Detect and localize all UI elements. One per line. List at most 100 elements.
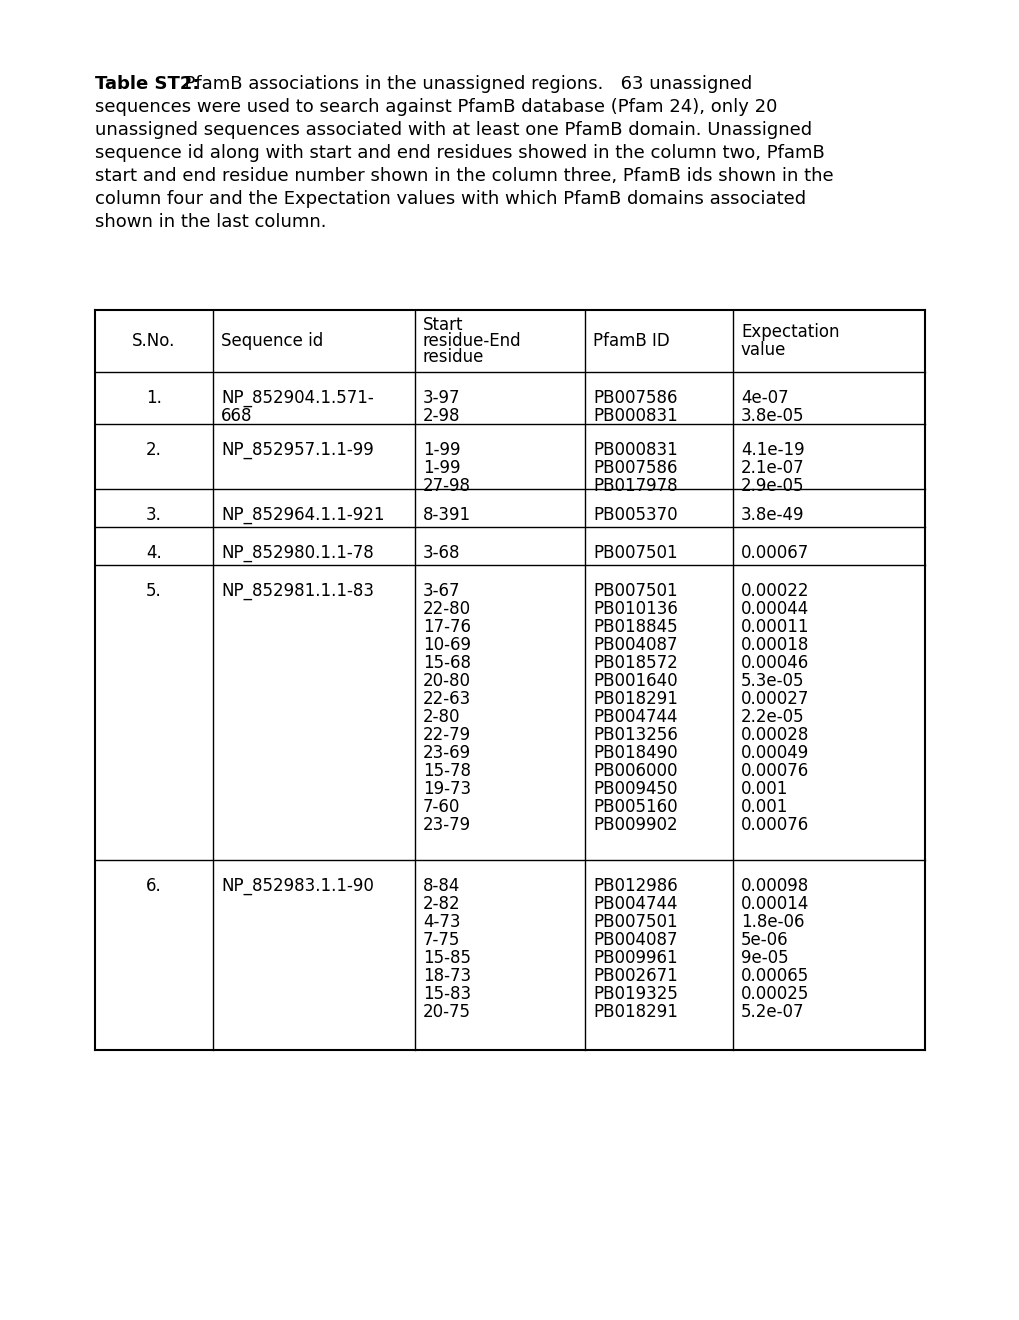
Text: 15-85: 15-85 xyxy=(423,949,471,968)
Text: 4.: 4. xyxy=(146,544,162,562)
Text: Table ST2:: Table ST2: xyxy=(95,75,200,92)
Text: 0.00022: 0.00022 xyxy=(740,582,809,601)
Text: 10-69: 10-69 xyxy=(423,636,471,653)
Text: PB017978: PB017978 xyxy=(592,477,677,495)
Text: PB002671: PB002671 xyxy=(592,968,677,985)
Text: 5.3e-05: 5.3e-05 xyxy=(740,672,804,690)
Text: PB018291: PB018291 xyxy=(592,690,678,708)
Text: PB007501: PB007501 xyxy=(592,582,677,601)
Text: value: value xyxy=(740,341,786,359)
Text: PB018845: PB018845 xyxy=(592,618,677,636)
Text: PB009450: PB009450 xyxy=(592,780,677,799)
Text: 2-80: 2-80 xyxy=(423,708,460,726)
Text: shown in the last column.: shown in the last column. xyxy=(95,213,326,231)
Text: start and end residue number shown in the column three, PfamB ids shown in the: start and end residue number shown in th… xyxy=(95,168,833,185)
Text: 8-391: 8-391 xyxy=(423,506,471,524)
Text: 0.00025: 0.00025 xyxy=(740,985,809,1003)
Text: NP_852981.1.1-83: NP_852981.1.1-83 xyxy=(221,582,374,601)
Text: PB004087: PB004087 xyxy=(592,931,677,949)
Text: 0.00098: 0.00098 xyxy=(740,876,808,895)
Text: 4-73: 4-73 xyxy=(423,913,460,931)
Text: 1.8e-06: 1.8e-06 xyxy=(740,913,804,931)
Text: 668: 668 xyxy=(221,407,253,425)
Text: 23-79: 23-79 xyxy=(423,816,471,834)
Text: NP_852964.1.1-921: NP_852964.1.1-921 xyxy=(221,506,384,524)
Text: 0.00076: 0.00076 xyxy=(740,762,808,780)
Text: S.No.: S.No. xyxy=(132,333,175,350)
Text: NP_852983.1.1-90: NP_852983.1.1-90 xyxy=(221,876,374,895)
Text: PB000831: PB000831 xyxy=(592,407,677,425)
Text: 20-75: 20-75 xyxy=(423,1003,471,1020)
Text: 6.: 6. xyxy=(146,876,162,895)
Text: 2.9e-05: 2.9e-05 xyxy=(740,477,804,495)
Text: PB018572: PB018572 xyxy=(592,653,677,672)
Text: 3-67: 3-67 xyxy=(423,582,460,601)
Text: unassigned sequences associated with at least one PfamB domain. Unassigned: unassigned sequences associated with at … xyxy=(95,121,811,139)
Text: PB006000: PB006000 xyxy=(592,762,677,780)
Text: 15-78: 15-78 xyxy=(423,762,471,780)
Text: PB010136: PB010136 xyxy=(592,601,678,618)
Text: 17-76: 17-76 xyxy=(423,618,471,636)
Text: PB005370: PB005370 xyxy=(592,506,677,524)
Text: PB009961: PB009961 xyxy=(592,949,677,968)
Text: 1.: 1. xyxy=(146,389,162,407)
Text: 7-60: 7-60 xyxy=(423,799,460,816)
Text: 1-99: 1-99 xyxy=(423,459,460,477)
Text: 3.8e-49: 3.8e-49 xyxy=(740,506,804,524)
Text: 0.001: 0.001 xyxy=(740,780,788,799)
Text: residue-End: residue-End xyxy=(423,333,521,350)
Text: 0.00046: 0.00046 xyxy=(740,653,808,672)
Text: 0.00027: 0.00027 xyxy=(740,690,809,708)
Text: 0.00028: 0.00028 xyxy=(740,726,809,744)
Text: PB004744: PB004744 xyxy=(592,895,677,913)
Text: 0.00067: 0.00067 xyxy=(740,544,808,562)
Text: 1-99: 1-99 xyxy=(423,441,460,459)
Text: PB007501: PB007501 xyxy=(592,913,677,931)
Text: 0.00065: 0.00065 xyxy=(740,968,808,985)
Text: 2-98: 2-98 xyxy=(423,407,460,425)
Text: 2.2e-05: 2.2e-05 xyxy=(740,708,804,726)
Text: 9e-05: 9e-05 xyxy=(740,949,788,968)
Text: 4.1e-19: 4.1e-19 xyxy=(740,441,804,459)
Text: PB018291: PB018291 xyxy=(592,1003,678,1020)
Text: PB018490: PB018490 xyxy=(592,744,677,762)
Text: 2-82: 2-82 xyxy=(423,895,461,913)
Text: Start: Start xyxy=(423,315,463,334)
Text: 5.2e-07: 5.2e-07 xyxy=(740,1003,804,1020)
Text: PB004744: PB004744 xyxy=(592,708,677,726)
Text: 0.001: 0.001 xyxy=(740,799,788,816)
Text: 3-97: 3-97 xyxy=(423,389,460,407)
Text: PB001640: PB001640 xyxy=(592,672,677,690)
Text: 0.00049: 0.00049 xyxy=(740,744,808,762)
Text: PB005160: PB005160 xyxy=(592,799,677,816)
Text: 0.00014: 0.00014 xyxy=(740,895,809,913)
Text: 0.00076: 0.00076 xyxy=(740,816,808,834)
Text: 22-63: 22-63 xyxy=(423,690,471,708)
Text: 23-69: 23-69 xyxy=(423,744,471,762)
Text: 15-83: 15-83 xyxy=(423,985,471,1003)
Text: 5e-06: 5e-06 xyxy=(740,931,788,949)
Text: PB007501: PB007501 xyxy=(592,544,677,562)
Text: 27-98: 27-98 xyxy=(423,477,471,495)
Text: 3-68: 3-68 xyxy=(423,544,460,562)
Text: 8-84: 8-84 xyxy=(423,876,460,895)
Text: 15-68: 15-68 xyxy=(423,653,471,672)
Text: Expectation: Expectation xyxy=(740,323,839,341)
Text: sequence id along with start and end residues showed in the column two, PfamB: sequence id along with start and end res… xyxy=(95,144,824,162)
Text: PB004087: PB004087 xyxy=(592,636,677,653)
Text: PB007586: PB007586 xyxy=(592,459,677,477)
Text: 2.1e-07: 2.1e-07 xyxy=(740,459,804,477)
Text: 0.00018: 0.00018 xyxy=(740,636,809,653)
Text: PB000831: PB000831 xyxy=(592,441,677,459)
Text: Sequence id: Sequence id xyxy=(221,333,323,350)
Text: PB009902: PB009902 xyxy=(592,816,677,834)
Text: 18-73: 18-73 xyxy=(423,968,471,985)
Text: 20-80: 20-80 xyxy=(423,672,471,690)
Text: 19-73: 19-73 xyxy=(423,780,471,799)
Text: 0.00011: 0.00011 xyxy=(740,618,809,636)
Text: residue: residue xyxy=(423,348,484,366)
Text: PB013256: PB013256 xyxy=(592,726,678,744)
Text: PfamB ID: PfamB ID xyxy=(592,333,669,350)
Text: PB019325: PB019325 xyxy=(592,985,678,1003)
Text: 5.: 5. xyxy=(146,582,162,601)
